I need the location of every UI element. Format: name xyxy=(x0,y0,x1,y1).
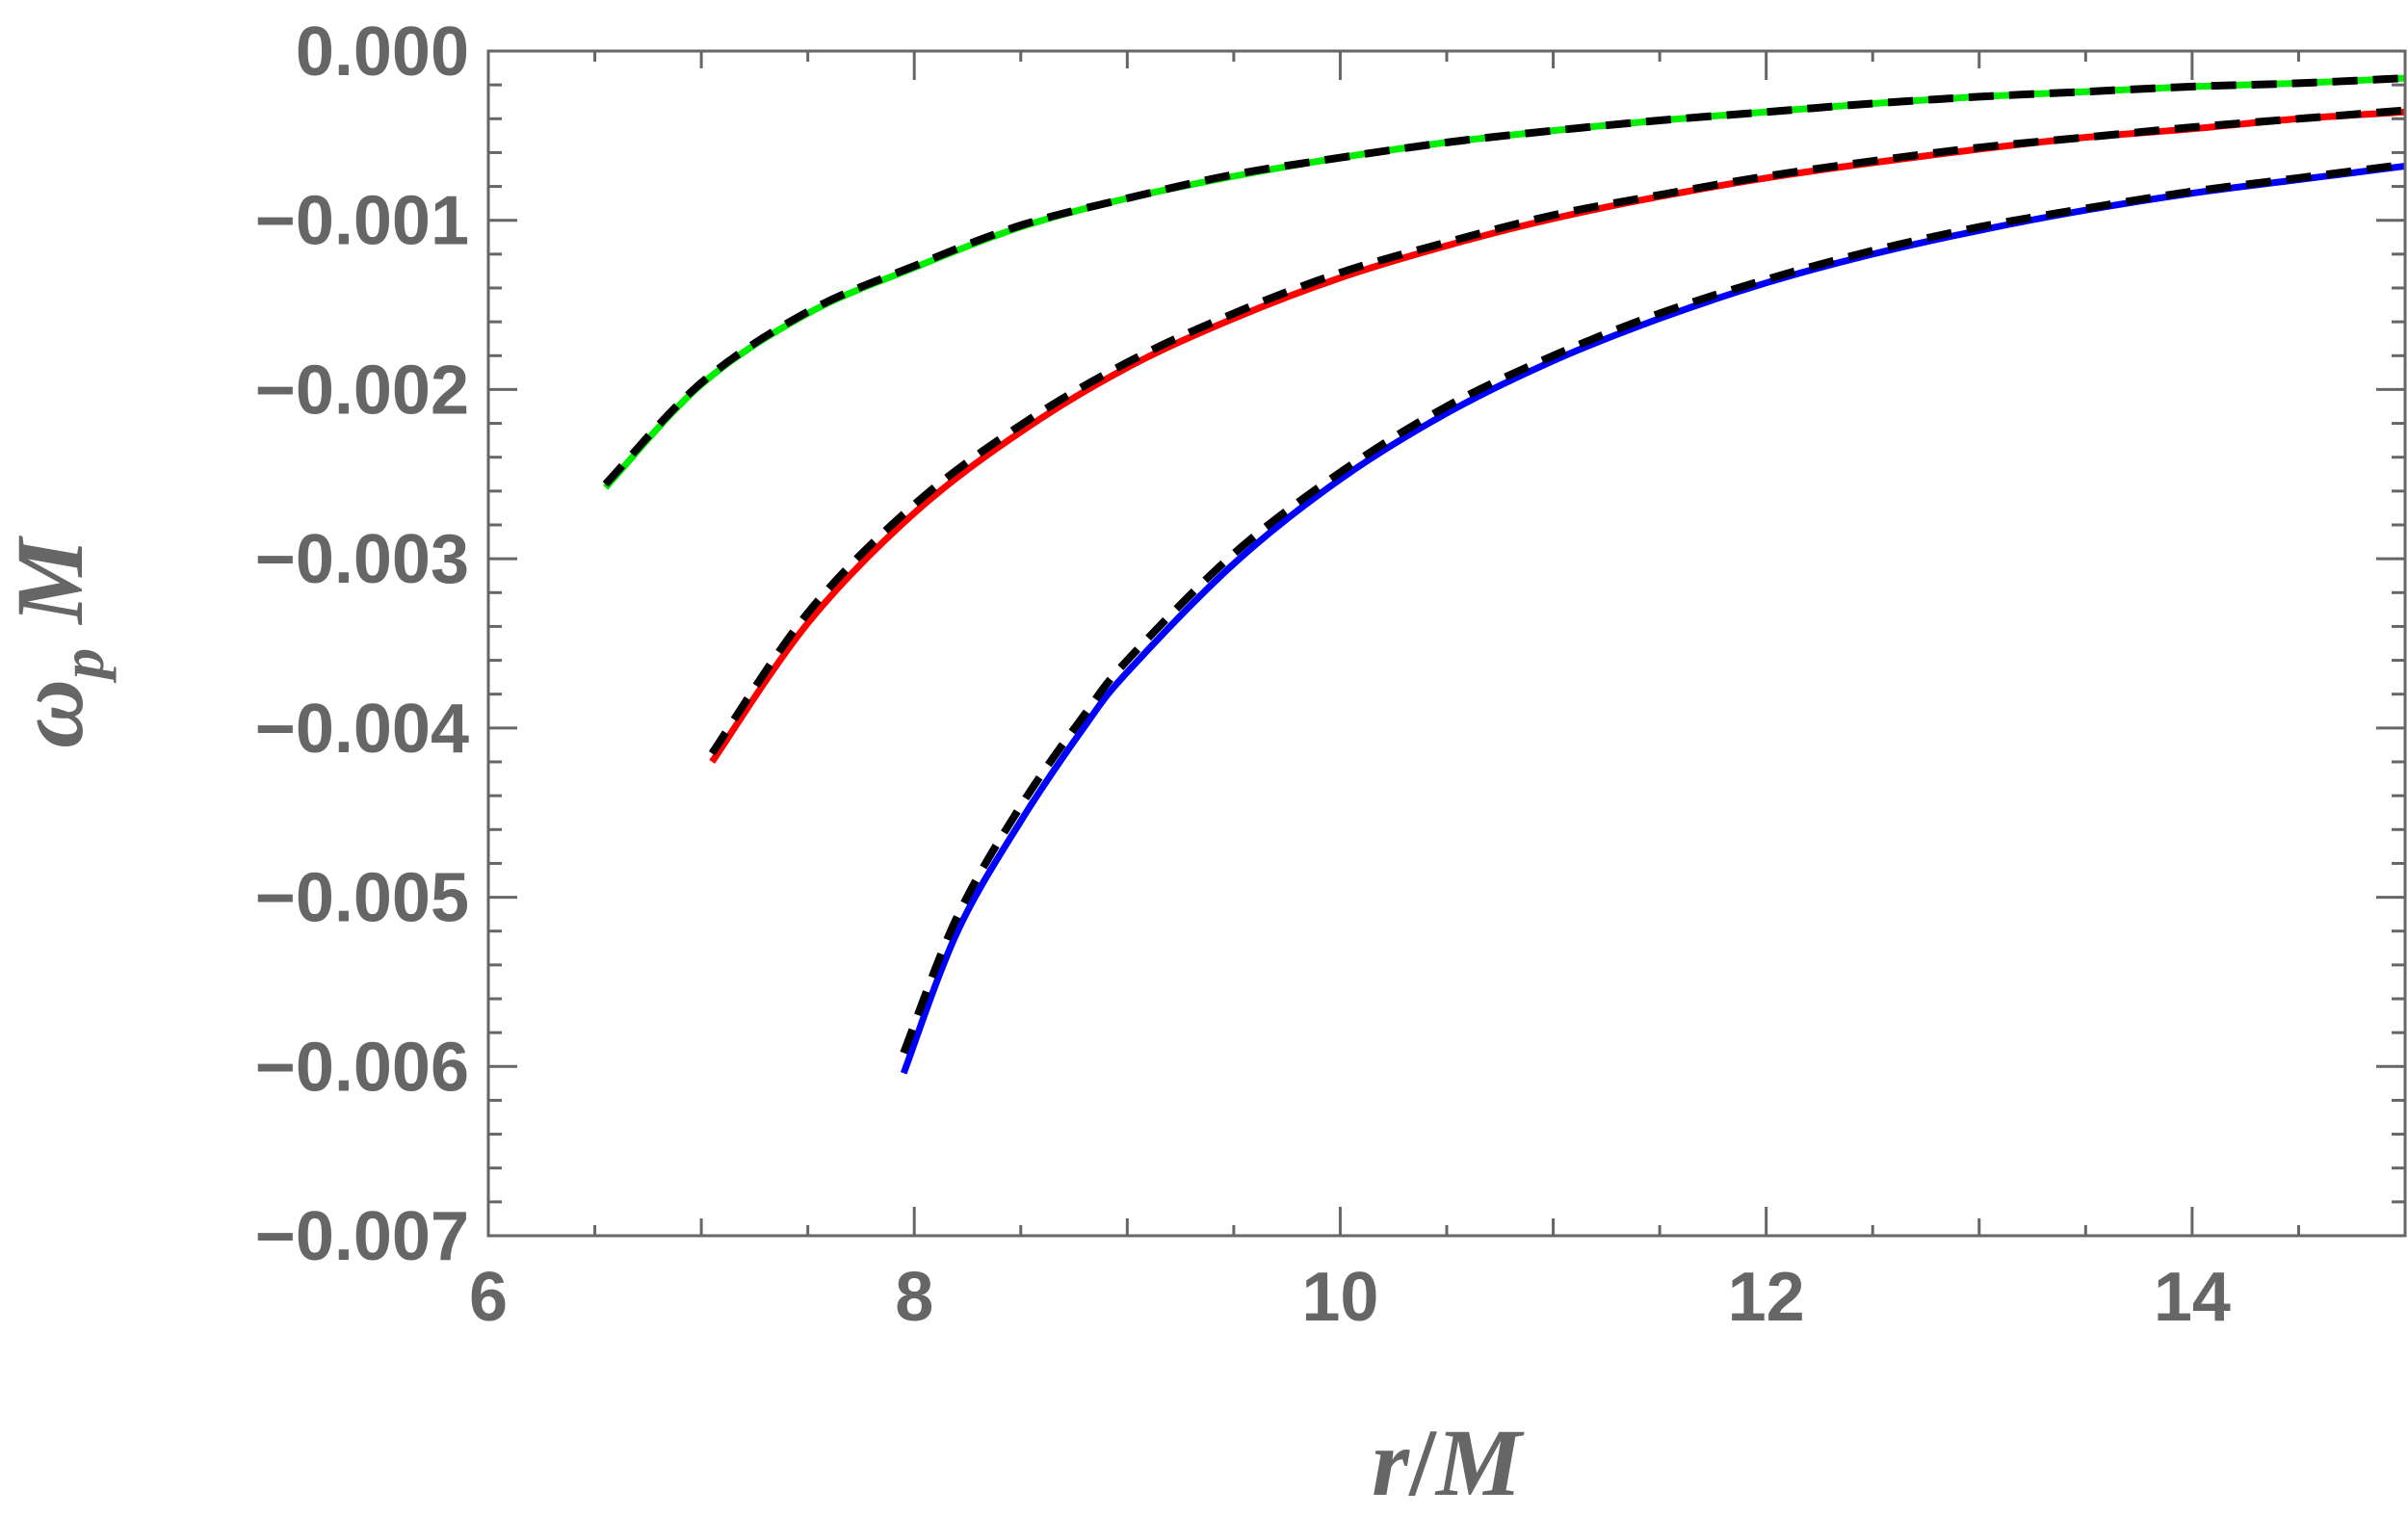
x-tick-label: 6 xyxy=(469,1259,508,1336)
x-tick-label: 14 xyxy=(2154,1259,2231,1336)
series-dashed-line-5 xyxy=(900,160,2405,1055)
y-tick-label: −0.004 xyxy=(255,691,469,768)
y-tick-label: −0.006 xyxy=(255,1029,469,1106)
plot-frame xyxy=(486,49,2407,1238)
x-tick-label: 10 xyxy=(1301,1259,1378,1336)
y-tick-label: −0.002 xyxy=(255,352,469,429)
plot-series xyxy=(602,74,2405,1075)
y-axis-title-sub: p xyxy=(48,648,117,684)
y-tick-label: −0.001 xyxy=(255,183,469,260)
y-tick-label: −0.007 xyxy=(255,1198,469,1275)
x-axis-title: r/M xyxy=(1372,1409,1525,1516)
y-tick-label: −0.005 xyxy=(255,860,469,937)
y-axis-title: ωp M xyxy=(0,536,117,748)
x-axis-title-part: r xyxy=(1372,1409,1410,1516)
series-dashed-line-1 xyxy=(602,74,2405,487)
x-axis-title-part: M xyxy=(1434,1409,1525,1516)
series-dashed-line-3 xyxy=(708,106,2405,756)
axis-tick-labels: 6 8 10 12 14 0.000 −0.001 −0.002 −0.003 −0.004 −0.… xyxy=(255,13,2231,1336)
y-tick-label: 0.000 xyxy=(296,13,469,91)
y-tick-label: −0.003 xyxy=(255,521,469,598)
x-tick-label: 8 xyxy=(895,1259,933,1336)
y-axis-title-main: ω xyxy=(0,679,103,748)
x-axis-title-part: / xyxy=(1408,1409,1437,1516)
y-axis-title-tail: M xyxy=(0,536,103,648)
x-tick-label: 12 xyxy=(1728,1259,1805,1336)
axis-ticks xyxy=(486,49,2407,1238)
